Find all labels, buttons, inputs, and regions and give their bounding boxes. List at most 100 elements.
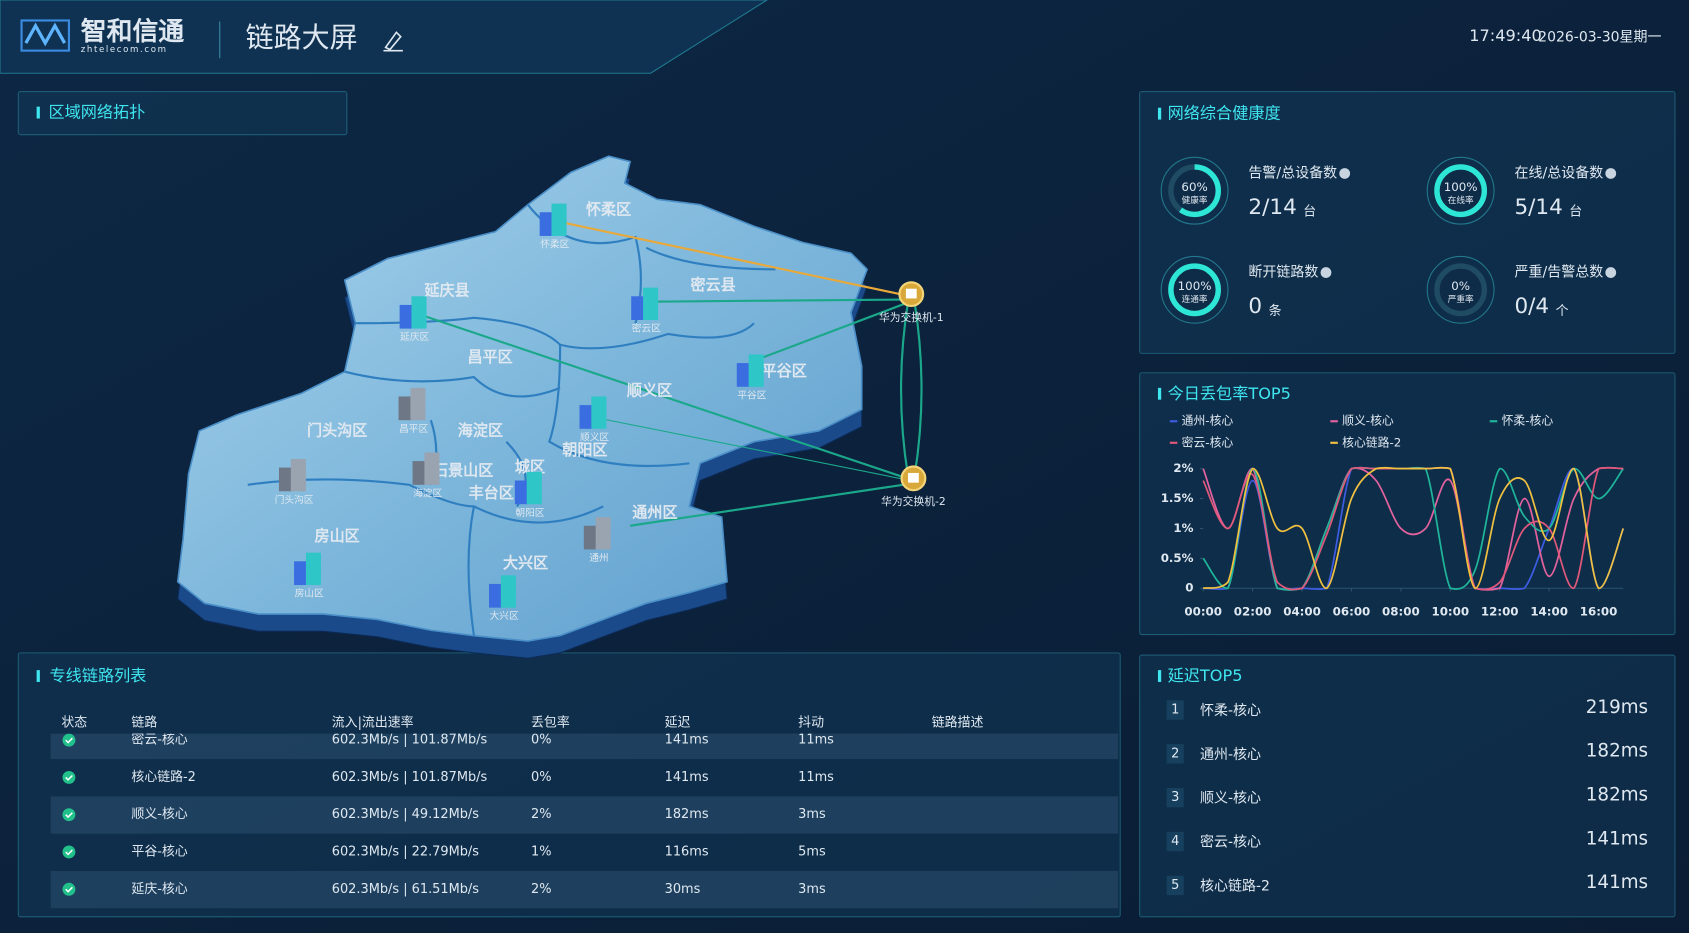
- district-label: 丰台区: [469, 484, 514, 502]
- ring-label: 健康率: [1182, 194, 1208, 206]
- ring-outer: [1426, 156, 1495, 225]
- row-background: [50, 733, 1119, 760]
- table-cell: 141ms: [665, 770, 709, 785]
- district-label: 门头沟区: [307, 421, 367, 439]
- metric-unit: 台: [1303, 205, 1316, 220]
- legend-label: 核心链路-2: [1342, 435, 1401, 449]
- ring-percent: 100%: [1444, 180, 1478, 194]
- panel-title: 延迟TOP5: [1168, 666, 1243, 685]
- status-icon: [62, 882, 76, 896]
- table-cell: 5ms: [798, 844, 826, 859]
- ring-percent: 0%: [1451, 279, 1470, 293]
- node-label: 门头沟区: [275, 493, 314, 506]
- node-label: 昌平区: [399, 423, 428, 435]
- building-icon: [514, 480, 528, 505]
- building-icon: [278, 467, 292, 492]
- delay-name: 通州-核心: [1200, 747, 1261, 763]
- status-check: [65, 737, 73, 744]
- district-label: 顺义区: [627, 382, 672, 400]
- delay-name: 密云-核心: [1200, 834, 1261, 851]
- delay-value: 141ms: [1586, 872, 1648, 893]
- table-body: 密云-核心 602.3Mb/s | 101.87Mb/s 0% 141ms 11ms 核心…: [50, 733, 1119, 909]
- metric-unit: 条: [1269, 303, 1282, 319]
- building-icon: [591, 396, 607, 429]
- building-icon: [411, 296, 427, 329]
- ring-outer: [1160, 255, 1229, 324]
- table-cell: 602.3Mb/s | 101.87Mb/s: [332, 733, 488, 748]
- edit-icon[interactable]: [383, 31, 403, 52]
- table-cell: 141ms: [665, 733, 709, 748]
- y-tick-label: 1.5%: [1161, 491, 1194, 505]
- rank-number: 2: [1171, 746, 1179, 761]
- header-bar: [0, 0, 768, 74]
- x-tick-label: 12:00: [1481, 604, 1519, 618]
- table-cell: 0%: [531, 770, 551, 785]
- ring-progress: [1434, 164, 1488, 218]
- table-cell: 3ms: [798, 882, 826, 897]
- legend-label: 密云-核心: [1182, 435, 1234, 449]
- logo-icon: [20, 19, 71, 52]
- x-tick-label: 02:00: [1234, 604, 1272, 618]
- status-check: [65, 886, 73, 893]
- node-label: 顺义区: [580, 431, 609, 443]
- metric-unit: 个: [1556, 304, 1569, 319]
- y-tick-label: 0: [1185, 581, 1193, 595]
- building-icon: [631, 296, 645, 320]
- health-item: 100%在线率 在线/总设备数 5/14 台: [1426, 156, 1617, 225]
- switch-icon-inner: [908, 472, 919, 483]
- node-label: 延庆区: [400, 330, 429, 343]
- x-tick-label: 00:00: [1184, 604, 1222, 618]
- building-icon: [290, 458, 306, 492]
- row-background: [50, 870, 1119, 909]
- rank-box: [1166, 831, 1184, 852]
- x-tick-label: 10:00: [1431, 604, 1469, 618]
- rank-box: [1166, 875, 1184, 896]
- table-panel: [17, 652, 1121, 918]
- table-cell: 116ms: [665, 844, 709, 859]
- status-icon: [62, 733, 76, 747]
- legend-label: 顺义-核心: [1342, 414, 1394, 428]
- building-icon: [305, 552, 321, 586]
- delay-panel: [1139, 654, 1676, 918]
- status-icon: [62, 808, 76, 822]
- node-label: 房山区: [295, 587, 324, 600]
- status-icon: [62, 770, 76, 784]
- help-icon: [1320, 267, 1332, 278]
- chart-axes: 0 0.5% 1% 1.5% 2% 00:00 02:00 04:00 06:00 08:00 10…: [1161, 461, 1624, 618]
- delay-name: 顺义-核心: [1200, 791, 1261, 807]
- status-icon: [62, 845, 76, 859]
- ring-outer: [1426, 255, 1495, 324]
- health-item: 100%连通率 断开链路数 0 条: [1160, 255, 1332, 324]
- metric-title: 断开链路数: [1248, 265, 1318, 281]
- column-header: 状态: [61, 715, 87, 730]
- table-cell: 602.3Mb/s | 22.79Mb/s: [332, 844, 480, 859]
- table-cell: 2%: [531, 807, 551, 822]
- column-header: 流入|流出速率: [332, 714, 414, 730]
- ring-label: 严重率: [1448, 293, 1474, 305]
- table-cell: 平谷-核心: [131, 844, 187, 859]
- district-label: 大兴区: [503, 554, 548, 572]
- y-tick-label: 0.5%: [1161, 551, 1194, 565]
- table-cell: 602.3Mb/s | 61.51Mb/s: [332, 882, 480, 897]
- delay-value: 182ms: [1586, 741, 1648, 762]
- node-label: 密云区: [632, 322, 661, 335]
- building-icon: [399, 304, 413, 329]
- building-icon: [595, 517, 611, 550]
- title-marker: [1157, 107, 1162, 120]
- x-tick-label: 04:00: [1283, 604, 1321, 618]
- district-label: 延庆县: [423, 281, 469, 299]
- building-icon: [748, 354, 764, 387]
- building-icon: [551, 203, 567, 236]
- node-label: 平谷区: [737, 389, 766, 401]
- district-label: 密云县: [690, 276, 735, 294]
- panel-title: 今日丢包率TOP5: [1168, 384, 1291, 403]
- switch-label: 华为交换机-1: [879, 311, 944, 324]
- title-marker: [36, 670, 40, 682]
- y-tick-label: 1%: [1173, 521, 1193, 535]
- map-links: [419, 220, 923, 527]
- district-label: 石景山区: [432, 461, 493, 479]
- column-header: 丢包率: [531, 714, 570, 730]
- district-label: 怀柔区: [586, 201, 631, 219]
